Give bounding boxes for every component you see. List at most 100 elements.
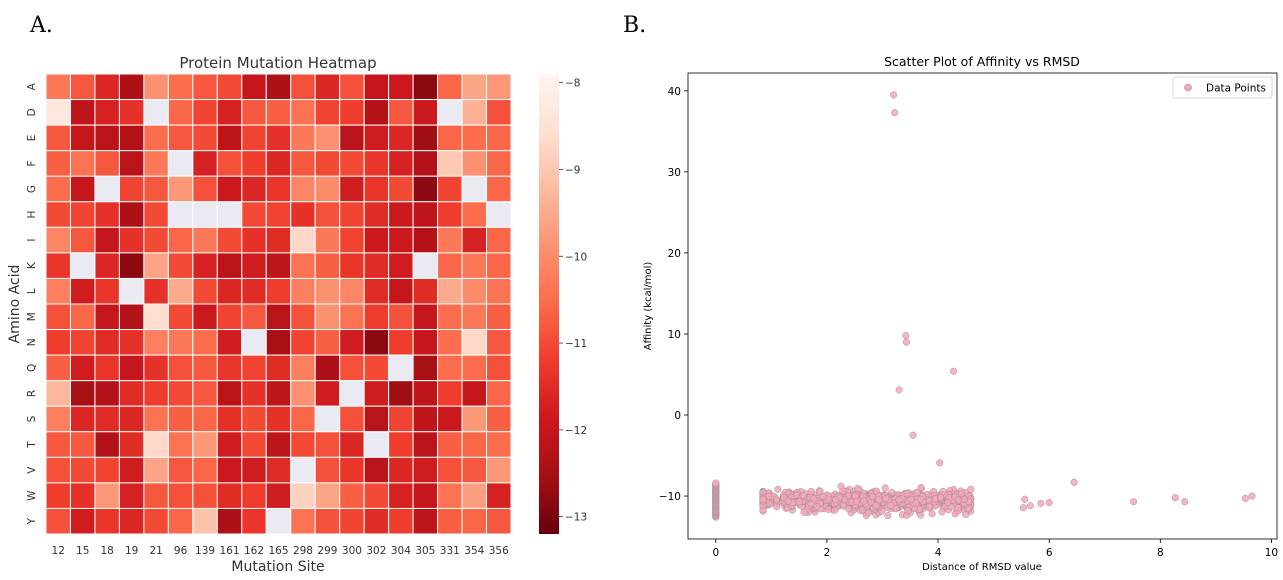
heatmap-cell (216, 201, 243, 228)
heatmap-cell (192, 456, 218, 484)
heatmap-cell (363, 226, 390, 254)
heatmap-cell (290, 431, 316, 458)
heatmap-cell (265, 507, 292, 535)
scatter-point (891, 109, 899, 117)
heatmap-cell (437, 201, 463, 228)
heatmap-cell (388, 456, 414, 484)
scatter-point (824, 495, 832, 503)
heatmap-cell (461, 431, 488, 458)
scatter-point (881, 484, 889, 492)
heatmap-cell (339, 252, 365, 279)
heatmap-cell (167, 405, 194, 433)
heatmap-cell (45, 175, 71, 203)
heatmap-cell (118, 175, 145, 203)
heatmap-cell (241, 73, 267, 101)
heatmap-cell (45, 329, 71, 356)
scatter-point (902, 338, 910, 346)
heatmap-cell (290, 226, 316, 254)
scatter-y-tick-label: −10 (659, 491, 681, 503)
heatmap-cell (94, 73, 120, 101)
heatmap-cell (437, 329, 463, 356)
heatmap-cell (143, 201, 169, 228)
heatmap-cell (94, 303, 120, 331)
heatmap-cell (339, 73, 365, 101)
heatmap-cell (143, 380, 169, 407)
heatmap-cell (486, 380, 512, 407)
heatmap-cell (143, 150, 169, 177)
heatmap-cell (241, 124, 267, 152)
heatmap-cell (192, 226, 218, 254)
heatmap-x-axis-label: Mutation Site (231, 559, 324, 575)
scatter-point (917, 484, 925, 492)
heatmap-y-tick-label: D (26, 108, 38, 116)
heatmap-cell (143, 482, 169, 509)
heatmap-cell (437, 431, 463, 458)
heatmap-cell (45, 124, 71, 152)
heatmap-cell (363, 124, 390, 152)
heatmap-cell (265, 124, 292, 152)
heatmap-cell (69, 303, 96, 331)
heatmap-cell (437, 124, 463, 152)
heatmap-cell (363, 277, 390, 305)
heatmap-cell (45, 226, 71, 254)
scatter-point (895, 386, 903, 394)
heatmap-cell (94, 354, 120, 382)
heatmap-cell (216, 226, 243, 254)
heatmap-cell (241, 201, 267, 228)
heatmap-cell (363, 507, 390, 535)
heatmap-cell (461, 277, 488, 305)
heatmap-y-tick-label: G (26, 185, 38, 193)
heatmap-cell (241, 431, 267, 458)
heatmap-cell (118, 456, 145, 484)
heatmap-cell (437, 99, 463, 126)
heatmap-cell (143, 124, 169, 152)
heatmap-cell (314, 380, 341, 407)
heatmap-cell (265, 277, 292, 305)
heatmap-cell (461, 354, 488, 382)
heatmap-cell (143, 175, 169, 203)
heatmap-cell (290, 303, 316, 331)
heatmap-cell (94, 405, 120, 433)
heatmap-cell (437, 456, 463, 484)
heatmap-cell (388, 175, 414, 203)
heatmap-y-axis-label: Amino Acid (7, 265, 23, 344)
heatmap-cell (192, 354, 218, 382)
heatmap-cell (363, 431, 390, 458)
scatter-point (810, 495, 818, 503)
heatmap-cell (192, 277, 218, 305)
heatmap-cell (167, 99, 194, 126)
heatmap-cell (437, 252, 463, 279)
heatmap-cell (314, 99, 341, 126)
heatmap-cell (461, 201, 488, 228)
heatmap-cell (314, 303, 341, 331)
heatmap-cell (461, 456, 488, 484)
heatmap-cell (94, 380, 120, 407)
heatmap-cell (69, 405, 96, 433)
scatter-plot-area (687, 72, 1278, 540)
heatmap-cell (412, 175, 439, 203)
heatmap-cell (94, 99, 120, 126)
heatmap-cell (216, 150, 243, 177)
heatmap-cell (412, 226, 439, 254)
heatmap-cell (167, 124, 194, 152)
scatter-point (774, 485, 782, 493)
heatmap-cell (388, 380, 414, 407)
heatmap-cell (412, 380, 439, 407)
scatter-point (831, 506, 839, 514)
heatmap-cell (143, 99, 169, 126)
scatter-legend: Data Points (1172, 76, 1273, 99)
heatmap-cell (412, 99, 439, 126)
heatmap-cell (94, 277, 120, 305)
heatmap-x-tick-label: 302 (366, 545, 386, 557)
heatmap-x-tick-label: 299 (317, 545, 337, 557)
heatmap-cell (265, 201, 292, 228)
heatmap-cell (314, 124, 341, 152)
heatmap-cell (339, 124, 365, 152)
heatmap-cell (461, 507, 488, 535)
heatmap-cell (290, 456, 316, 484)
heatmap-cell (388, 201, 414, 228)
heatmap-x-tick-label: 356 (489, 545, 509, 557)
heatmap-cell (290, 99, 316, 126)
heatmap-cell (437, 175, 463, 203)
